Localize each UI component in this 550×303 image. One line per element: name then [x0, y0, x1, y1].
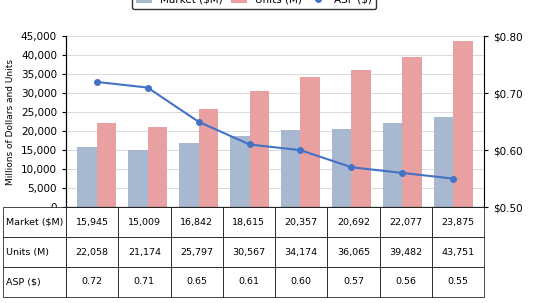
Bar: [179, 143, 199, 207]
ASP ($): [297, 148, 304, 152]
Bar: [128, 150, 147, 207]
ASP ($): [195, 120, 202, 124]
ASP ($): [348, 165, 355, 169]
Bar: [403, 57, 422, 207]
Bar: [199, 109, 218, 207]
Bar: [230, 136, 250, 207]
ASP ($): [399, 171, 406, 175]
Bar: [434, 117, 453, 207]
Bar: [97, 123, 116, 207]
Title: MCU Market History and Forecast: MCU Market History and Forecast: [144, 0, 406, 1]
Bar: [383, 123, 403, 207]
Y-axis label: Millions of Dollars and Units: Millions of Dollars and Units: [6, 59, 15, 185]
Bar: [281, 130, 300, 207]
Bar: [351, 70, 371, 207]
Bar: [300, 78, 320, 207]
Bar: [147, 127, 167, 207]
Bar: [77, 147, 97, 207]
ASP ($): [246, 143, 253, 146]
ASP ($): [144, 86, 151, 89]
Legend: Market ($M), Units (M), ASP ($): Market ($M), Units (M), ASP ($): [132, 0, 376, 9]
Bar: [250, 91, 269, 207]
Bar: [332, 128, 351, 207]
Line: ASP ($): ASP ($): [94, 79, 456, 181]
ASP ($): [94, 80, 100, 84]
Bar: [453, 41, 473, 207]
ASP ($): [450, 177, 456, 181]
